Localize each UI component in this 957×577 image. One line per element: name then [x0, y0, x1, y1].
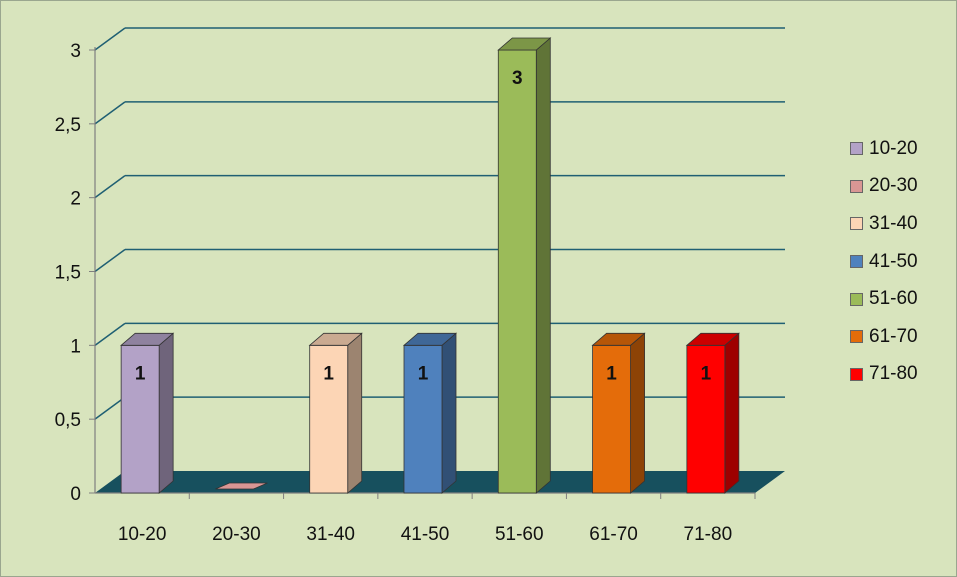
bar-top: [308, 332, 363, 346]
legend-swatch: [850, 367, 863, 381]
bar-top: [497, 37, 552, 51]
legend-item: 20-30: [850, 168, 950, 206]
bar-top: [402, 332, 458, 346]
gridline-depth: [94, 175, 126, 199]
gridline-depth: [94, 248, 126, 273]
y-tick-label: 0: [70, 484, 81, 505]
bar: [497, 49, 537, 494]
legend-swatch: [850, 142, 863, 156]
legend-label: 51-60: [869, 288, 918, 310]
y-tick-label: 0,5: [55, 410, 81, 431]
bar-side: [347, 332, 363, 494]
y-tick-label: 2,5: [55, 115, 81, 136]
y-tick-label: 3: [70, 41, 81, 62]
legend-label: 71-80: [869, 363, 918, 385]
bar-side: [724, 332, 740, 494]
bar-side: [158, 332, 174, 494]
data-label: 1: [323, 363, 334, 384]
bar-side: [630, 332, 645, 494]
bar: [215, 482, 268, 490]
bar-top: [685, 332, 740, 346]
data-label: 1: [135, 363, 146, 384]
legend-label: 31-40: [869, 212, 918, 234]
legend-swatch: [850, 292, 863, 306]
bar-side: [441, 332, 457, 494]
legend-label: 61-70: [869, 325, 918, 347]
legend-label: 20-30: [869, 175, 918, 197]
x-tick-label: 41-50: [401, 524, 450, 545]
legend-swatch: [850, 255, 863, 269]
legend-label: 10-20: [869, 137, 918, 159]
data-label: 1: [701, 363, 712, 384]
gridline-depth: [94, 322, 126, 346]
x-tick-label: 10-20: [118, 524, 167, 545]
bar-side: [535, 37, 551, 494]
legend-item: 41-50: [850, 243, 950, 281]
legend-label: 41-50: [869, 250, 918, 272]
bar-top: [591, 332, 646, 346]
x-tick-label: 61-70: [589, 524, 638, 545]
legend-item: 31-40: [850, 205, 950, 243]
legend-item: 10-20: [850, 130, 950, 168]
legend: 10-20 20-30 31-40 41-50 51-60 61-70 71-80: [850, 130, 950, 393]
legend-swatch: [850, 179, 863, 193]
bar: [120, 344, 160, 494]
legend-swatch: [850, 217, 863, 231]
y-tick-label: 1: [70, 336, 81, 357]
data-label: 3: [512, 68, 523, 89]
data-label: 1: [606, 363, 617, 384]
bar-top: [120, 332, 175, 346]
x-tick-label: 51-60: [495, 524, 544, 545]
legend-item: 61-70: [850, 318, 950, 356]
legend-item: 71-80: [850, 356, 950, 394]
x-tick-label: 71-80: [684, 524, 733, 545]
data-label: 1: [418, 363, 429, 384]
legend-swatch: [850, 330, 863, 344]
y-tick-label: 2: [70, 189, 81, 210]
gridline-depth: [94, 101, 126, 125]
bar: [403, 344, 443, 494]
x-tick-label: 20-30: [212, 524, 261, 545]
gridline-depth: [94, 27, 126, 51]
legend-item: 51-60: [850, 280, 950, 318]
y-tick-label: 1,5: [55, 263, 81, 284]
gridline-depth: [94, 396, 126, 420]
x-tick-label: 31-40: [306, 524, 355, 545]
